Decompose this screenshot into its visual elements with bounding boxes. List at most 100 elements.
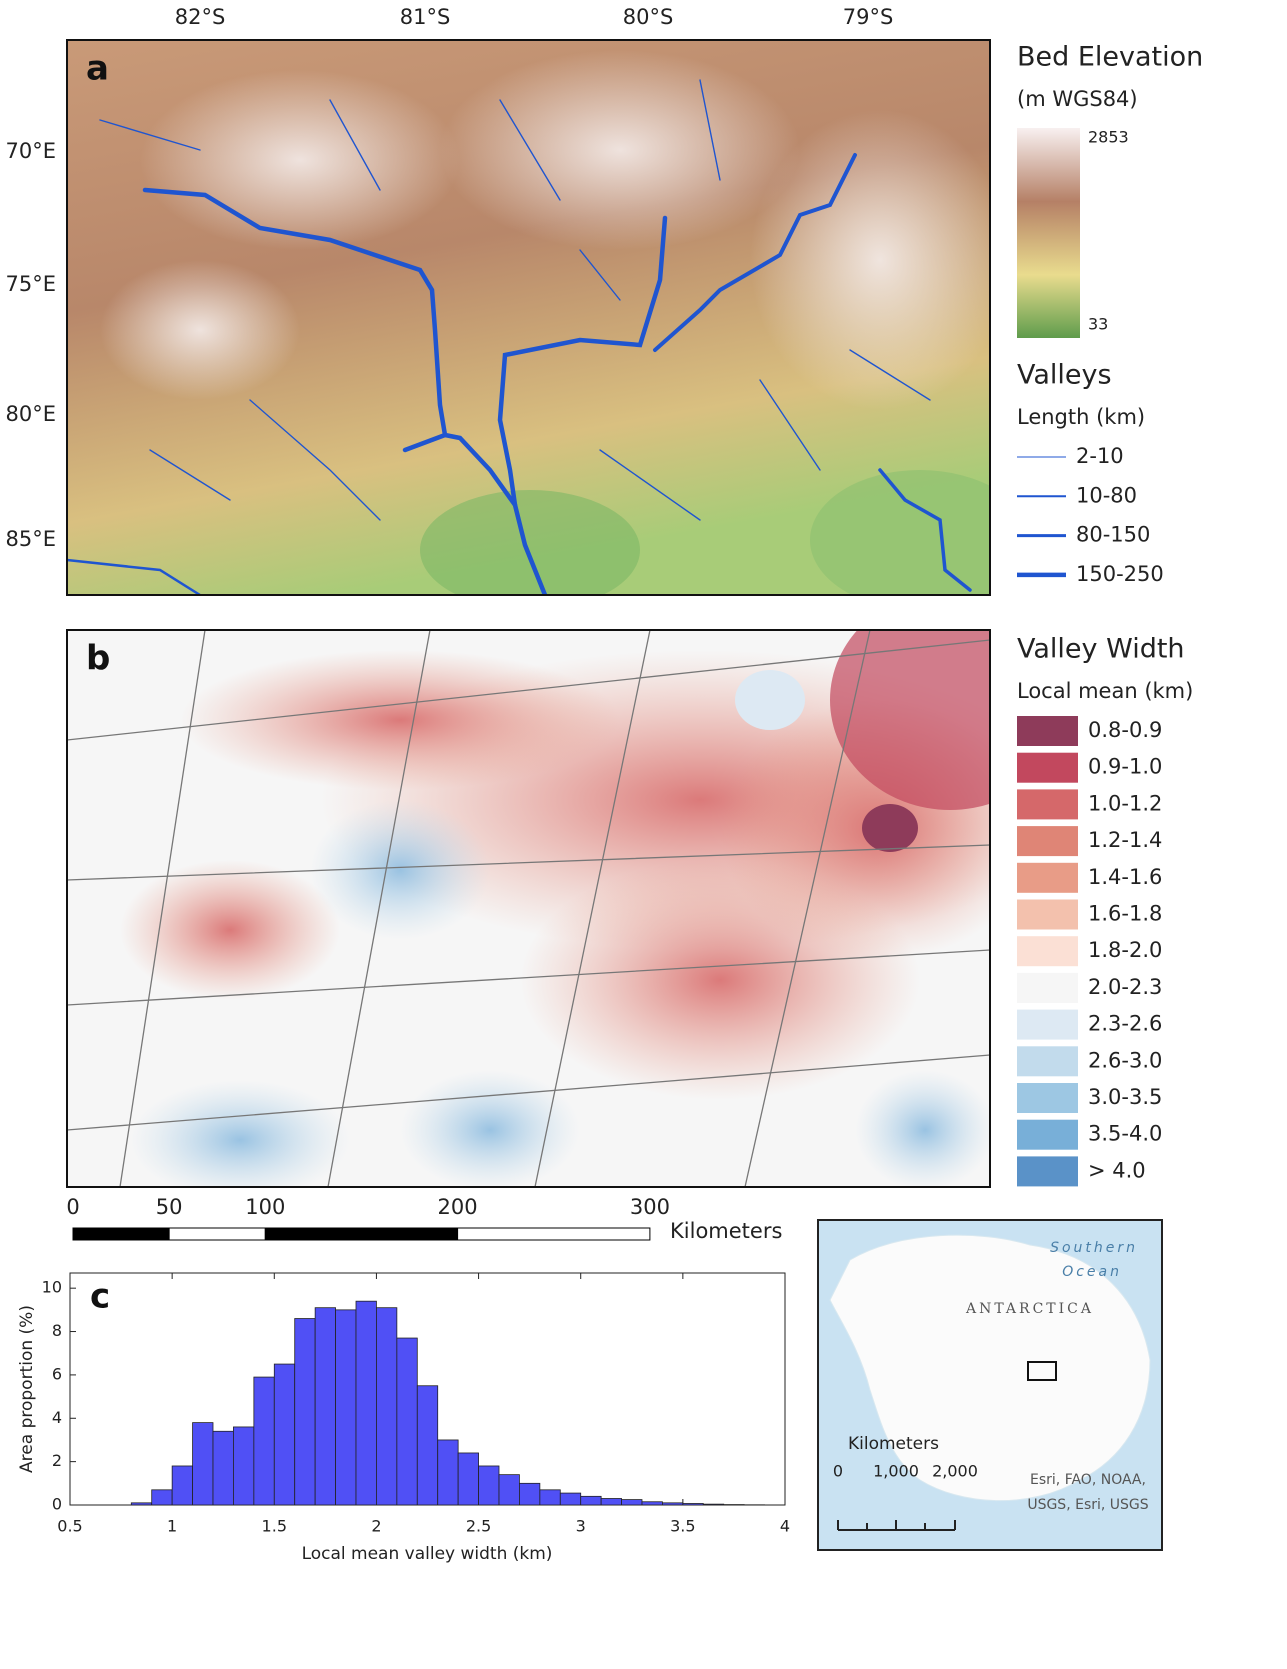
bar [233,1426,255,1506]
panel-label: a [86,49,109,89]
legend-swatch [1017,936,1078,967]
x-tick-label: 1 [167,1517,177,1536]
x-tick-label: 2 [371,1517,381,1536]
bar [130,1502,153,1506]
bar [355,1300,377,1506]
legend-swatch [1017,1046,1078,1077]
bar [212,1430,234,1506]
legend-label: 3.0-3.5 [1088,1085,1162,1109]
bar [192,1422,214,1506]
scale-label: 200 [438,1195,478,1219]
x-tick-label: 3.5 [670,1517,695,1536]
lat-label: 79°S [843,5,894,29]
lon-label: 85°E [6,527,57,551]
bar [294,1318,316,1506]
legend-label: 80-150 [1076,523,1150,547]
bar [416,1385,439,1506]
bar [662,1502,684,1506]
legend-label: 2.0-2.3 [1088,975,1162,999]
continent-label: ANTARCTICA [965,1301,1094,1317]
map-frame [66,629,991,1188]
bar [151,1489,173,1506]
lat-label: 80°S [623,5,674,29]
elevation-map [67,40,990,595]
lon-label: 70°E [6,139,57,163]
lon-label: 80°E [6,402,57,426]
legend-swatch [1017,1009,1078,1040]
scale-segment [72,1227,170,1241]
scale-segment [168,1227,266,1241]
bar [396,1337,418,1506]
legend-swatch [1017,1156,1078,1187]
bar [539,1489,561,1506]
scale-label: 300 [630,1195,670,1219]
y-tick-label: 0 [52,1495,62,1514]
colorbar-max: 2853 [1088,128,1129,147]
legend-label: > 4.0 [1088,1158,1146,1182]
credit: USGS, Esri, USGS [1027,1497,1148,1513]
legend-label: 3.5-4.0 [1088,1122,1162,1146]
bar [314,1307,336,1506]
y-tick-label: 6 [52,1364,62,1383]
bar [519,1482,541,1506]
bar [641,1501,663,1506]
bar [682,1503,704,1506]
ocean-label: Ocean [1062,1264,1122,1280]
map-frame [66,39,991,596]
legend-swatch [1017,789,1078,820]
legend-label: 1.4-1.6 [1088,865,1162,889]
scale-label: 2,000 [932,1462,978,1481]
bar [335,1309,357,1506]
bar [559,1492,582,1506]
lon-label: 75°E [6,272,57,296]
legend-title: Bed Elevation [1017,42,1203,73]
scale-segment [264,1227,459,1241]
y-tick-label: 2 [52,1451,62,1470]
bar [580,1495,602,1506]
panel-label: b [86,639,110,679]
bar [498,1474,520,1506]
legend-label: 2.3-2.6 [1088,1012,1162,1036]
x-tick-label: 0.5 [57,1517,82,1536]
bar [376,1307,398,1506]
legend-label: 1.6-1.8 [1088,902,1162,926]
legend-swatch [1017,826,1078,857]
bar [478,1465,500,1506]
colorbar-min: 33 [1088,315,1108,334]
panel-label: c [90,1277,110,1317]
y-tick-label: 10 [42,1278,62,1297]
bar [600,1498,622,1506]
legend-label: 0.9-1.0 [1088,755,1162,779]
bar [171,1465,193,1506]
legend-label: 1.2-1.4 [1088,828,1162,852]
scale-label: 100 [245,1195,285,1219]
legend-subtitle: Length (km) [1017,405,1145,429]
legend-swatch [1017,862,1078,893]
legend-swatch [1017,1083,1078,1113]
legend-label: 2.6-3.0 [1088,1048,1162,1072]
scale-label: 1,000 [873,1462,919,1481]
legend-swatch [1017,972,1078,1003]
bar [621,1499,643,1506]
x-tick-label: 4 [780,1517,790,1536]
legend-unit: (m WGS84) [1017,87,1138,111]
legend-title: Valley Width [1017,634,1185,665]
x-tick-label: 2.5 [466,1517,491,1536]
scale-title: Kilometers [848,1434,939,1454]
bar [437,1439,459,1506]
credit: Esri, FAO, NOAA, [1030,1472,1146,1488]
bar [253,1376,275,1506]
legend-label: 0.8-0.9 [1088,718,1162,742]
x-tick-label: 3 [576,1517,586,1536]
colorbar [1017,128,1080,338]
ocean-label: Southern [1050,1240,1138,1256]
x-axis-label: Local mean valley width (km) [302,1544,553,1564]
inset-map [817,1219,1163,1551]
scale-label: 0 [833,1462,843,1481]
y-tick-label: 4 [52,1408,62,1427]
bar [702,1503,725,1506]
legend-label: 2-10 [1076,444,1124,468]
y-tick-label: 8 [52,1321,62,1340]
legend-label: 1.8-2.0 [1088,938,1162,962]
